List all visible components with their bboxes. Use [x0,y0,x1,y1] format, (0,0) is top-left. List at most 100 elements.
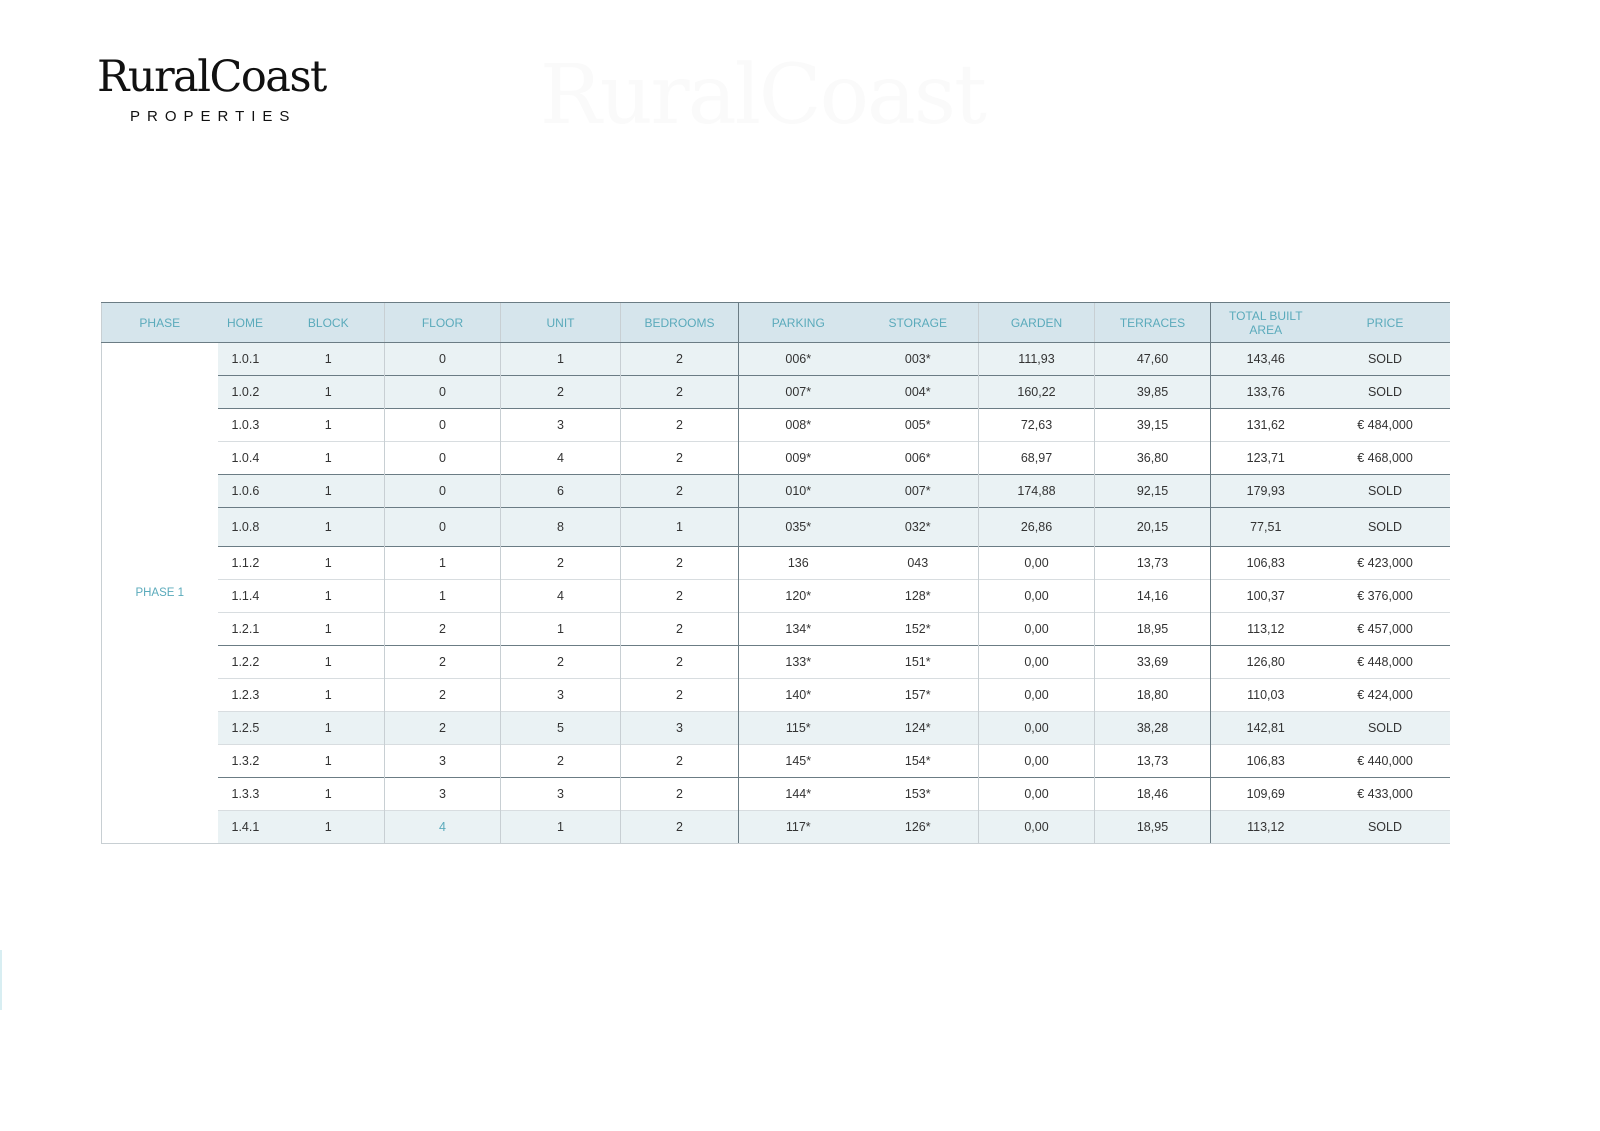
table-header: PHASE HOME BLOCK FLOOR UNIT BEDROOMS PARKING ST… [101,302,1450,343]
parking-cell: 145* [738,744,858,778]
parking-cell: 144* [738,777,858,811]
logo-name: RuralCoast [97,52,327,102]
price-cell: € 424,000 [1320,678,1450,712]
unit-cell: 2 [500,645,621,679]
table-row: 1.0.6 1 0 6 2 010* 007* 174,88 92,15 179,93 SOLD [102,474,1450,508]
storage-cell: 124* [857,711,979,745]
phase-cell: PHASE 1 [101,342,218,844]
floor-cell: 2 [384,711,501,745]
home-cell: 1.3.3 [217,777,273,811]
bedrooms-cell: 1 [620,507,739,547]
terraces-cell: 18,46 [1094,777,1211,811]
parking-cell: 117* [738,810,858,844]
total-built-area-cell: 77,51 [1210,507,1321,547]
home-cell: 1.4.1 [217,810,273,844]
terraces-cell: 92,15 [1094,474,1211,508]
home-cell: 1.3.2 [217,744,273,778]
price-cell: SOLD [1320,711,1450,745]
bedrooms-cell: 2 [620,408,739,442]
block-cell: 1 [272,744,385,778]
price-cell: € 468,000 [1320,441,1450,475]
terraces-cell: 39,85 [1094,375,1211,409]
price-cell: SOLD [1320,507,1450,547]
floor-cell: 2 [384,678,501,712]
block-cell: 1 [272,507,385,547]
total-built-area-cell: 142,81 [1210,711,1321,745]
column-header-floor: FLOOR [384,302,501,343]
home-cell: 1.0.8 [217,507,273,547]
storage-cell: 007* [857,474,979,508]
terraces-cell: 14,16 [1094,579,1211,613]
block-cell: 1 [272,777,385,811]
floor-cell: 2 [384,645,501,679]
table-row: 1.2.3 1 2 3 2 140* 157* 0,00 18,80 110,03 € 424,00… [102,678,1450,712]
price-cell: € 440,000 [1320,744,1450,778]
block-cell: 1 [272,408,385,442]
price-cell: € 423,000 [1320,546,1450,580]
parking-cell: 134* [738,612,858,646]
storage-cell: 157* [857,678,979,712]
storage-cell: 152* [857,612,979,646]
parking-cell: 136 [738,546,858,580]
column-header-block: BLOCK [272,302,385,343]
bedrooms-cell: 2 [620,546,739,580]
home-cell: 1.0.6 [217,474,273,508]
unit-cell: 1 [500,342,621,376]
parking-cell: 035* [738,507,858,547]
table-row: 1.4.1 1 4 1 2 117* 126* 0,00 18,95 113,12 SOLD [102,810,1450,844]
storage-cell: 126* [857,810,979,844]
floor-cell: 0 [384,342,501,376]
floor-cell: 0 [384,408,501,442]
column-header-price: PRICE [1320,302,1450,343]
table-row: 1.0.2 1 0 2 2 007* 004* 160,22 39,85 133,76 SOLD [102,375,1450,409]
floor-cell: 0 [384,507,501,547]
home-cell: 1.2.3 [217,678,273,712]
parking-cell: 133* [738,645,858,679]
price-cell: € 484,000 [1320,408,1450,442]
block-cell: 1 [272,810,385,844]
bedrooms-cell: 2 [620,777,739,811]
block-cell: 1 [272,645,385,679]
total-built-area-cell: 113,12 [1210,612,1321,646]
terraces-cell: 13,73 [1094,744,1211,778]
garden-cell: 0,00 [978,645,1095,679]
block-cell: 1 [272,711,385,745]
bedrooms-cell: 2 [620,579,739,613]
bedrooms-cell: 2 [620,612,739,646]
column-header-home: HOME [217,302,273,343]
storage-cell: 006* [857,441,979,475]
total-built-area-cell: 106,83 [1210,744,1321,778]
total-built-area-cell: 131,62 [1210,408,1321,442]
floor-cell: 3 [384,777,501,811]
terraces-cell: 33,69 [1094,645,1211,679]
price-cell: SOLD [1320,474,1450,508]
parking-cell: 115* [738,711,858,745]
table-row: 1.3.2 1 3 2 2 145* 154* 0,00 13,73 106,83 € 440,00… [102,744,1450,778]
terraces-cell: 18,95 [1094,810,1211,844]
parking-cell: 140* [738,678,858,712]
parking-cell: 120* [738,579,858,613]
unit-cell: 4 [500,579,621,613]
unit-cell: 1 [500,612,621,646]
table-row: 1.1.4 1 1 4 2 120* 128* 0,00 14,16 100,37 € 376,00… [102,579,1450,613]
price-cell: € 433,000 [1320,777,1450,811]
garden-cell: 72,63 [978,408,1095,442]
block-cell: 1 [272,546,385,580]
table-row: 1.1.2 1 1 2 2 136 043 0,00 13,73 106,83 € 423,000 [102,546,1450,580]
garden-cell: 26,86 [978,507,1095,547]
table-row: 1.0.4 1 0 4 2 009* 006* 68,97 36,80 123,71 € 468,0… [102,441,1450,475]
parking-cell: 006* [738,342,858,376]
price-cell: SOLD [1320,810,1450,844]
garden-cell: 0,00 [978,810,1095,844]
column-header-total-built-area: TOTAL BUILT AREA [1210,302,1321,343]
storage-cell: 154* [857,744,979,778]
floor-cell: 3 [384,744,501,778]
garden-cell: 0,00 [978,546,1095,580]
unit-cell: 1 [500,810,621,844]
home-cell: 1.2.5 [217,711,273,745]
bedrooms-cell: 2 [620,342,739,376]
column-header-phase: PHASE [101,302,218,343]
terraces-cell: 47,60 [1094,342,1211,376]
garden-cell: 0,00 [978,711,1095,745]
total-built-area-cell: 133,76 [1210,375,1321,409]
